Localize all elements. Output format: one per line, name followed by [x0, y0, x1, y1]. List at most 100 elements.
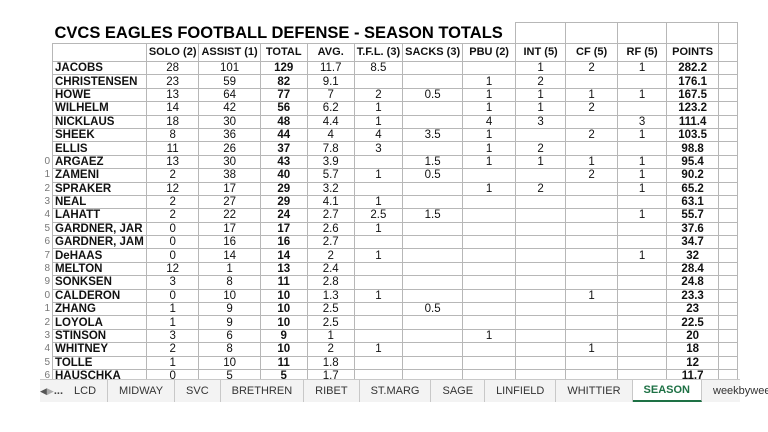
stat-cell[interactable] — [516, 356, 566, 369]
stat-cell[interactable] — [618, 75, 667, 88]
sheet-tab-season[interactable]: SEASON — [633, 380, 702, 402]
player-name-cell[interactable]: LOYOLA — [53, 316, 147, 329]
player-name-cell[interactable]: TOLLE — [53, 356, 147, 369]
stat-cell[interactable] — [463, 169, 516, 182]
stat-cell[interactable]: 4 — [354, 128, 402, 141]
stat-cell[interactable] — [403, 262, 463, 275]
player-name-cell[interactable]: CHRISTENSEN — [53, 75, 147, 88]
empty-cell[interactable] — [719, 75, 738, 88]
stat-cell[interactable]: 3.2 — [307, 182, 354, 195]
stat-cell[interactable] — [566, 209, 618, 222]
stat-cell[interactable] — [354, 182, 402, 195]
stat-cell[interactable] — [516, 236, 566, 249]
stat-cell[interactable]: 59 — [199, 75, 260, 88]
stat-cell[interactable]: 129 — [260, 62, 307, 75]
points-cell[interactable]: 282.2 — [667, 62, 719, 75]
stat-cell[interactable] — [516, 329, 566, 342]
stat-cell[interactable]: 3 — [354, 142, 402, 155]
player-name-cell[interactable]: NEAL — [53, 195, 147, 208]
points-cell[interactable]: 95.4 — [667, 155, 719, 168]
stat-cell[interactable]: 14 — [146, 102, 199, 115]
stat-cell[interactable]: 1 — [307, 329, 354, 342]
stat-cell[interactable]: 29 — [260, 195, 307, 208]
stat-cell[interactable]: 17 — [260, 222, 307, 235]
stat-cell[interactable]: 40 — [260, 169, 307, 182]
empty-cell[interactable] — [719, 209, 738, 222]
stat-cell[interactable]: 2 — [146, 343, 199, 356]
stat-cell[interactable] — [566, 262, 618, 275]
stat-cell[interactable] — [566, 142, 618, 155]
stat-cell[interactable]: 1 — [566, 155, 618, 168]
stat-cell[interactable] — [618, 303, 667, 316]
stat-cell[interactable]: 1 — [566, 88, 618, 101]
points-cell[interactable]: 18 — [667, 343, 719, 356]
stat-cell[interactable]: 2 — [566, 128, 618, 141]
stat-cell[interactable]: 1 — [146, 303, 199, 316]
player-name-cell[interactable]: SHEEK — [53, 128, 147, 141]
stat-cell[interactable] — [403, 289, 463, 302]
stat-cell[interactable] — [354, 75, 402, 88]
empty-cell[interactable] — [719, 262, 738, 275]
stat-cell[interactable]: 36 — [199, 128, 260, 141]
stat-cell[interactable]: 27 — [199, 195, 260, 208]
stat-cell[interactable]: 1 — [463, 329, 516, 342]
player-name-cell[interactable]: ZAMENI — [53, 169, 147, 182]
stat-cell[interactable]: 26 — [199, 142, 260, 155]
stat-cell[interactable] — [403, 195, 463, 208]
stat-cell[interactable]: 0.5 — [403, 169, 463, 182]
sheet-tab-brethren[interactable]: BRETHREN — [221, 380, 305, 402]
stat-cell[interactable]: 1 — [354, 222, 402, 235]
stat-cell[interactable] — [354, 236, 402, 249]
stat-cell[interactable]: 64 — [199, 88, 260, 101]
stat-cell[interactable]: 13 — [260, 262, 307, 275]
points-cell[interactable]: 37.6 — [667, 222, 719, 235]
stat-cell[interactable]: 4 — [463, 115, 516, 128]
sheet-tab-linfield[interactable]: LINFIELD — [485, 380, 556, 402]
stat-cell[interactable] — [516, 303, 566, 316]
stat-cell[interactable]: 11.7 — [307, 62, 354, 75]
stat-cell[interactable] — [403, 343, 463, 356]
stat-cell[interactable]: 1 — [354, 102, 402, 115]
stat-cell[interactable] — [566, 276, 618, 289]
stat-cell[interactable]: 1 — [463, 88, 516, 101]
stat-cell[interactable]: 44 — [260, 128, 307, 141]
stat-cell[interactable]: 1 — [463, 75, 516, 88]
scroll-right-icon[interactable]: ▶ — [47, 380, 54, 402]
stat-cell[interactable]: 1 — [354, 115, 402, 128]
stat-cell[interactable] — [618, 316, 667, 329]
stat-cell[interactable]: 7 — [307, 88, 354, 101]
stat-cell[interactable]: 23 — [146, 75, 199, 88]
stat-cell[interactable]: 1 — [516, 88, 566, 101]
stat-cell[interactable]: 11 — [146, 142, 199, 155]
header-cell[interactable]: AVG. — [307, 44, 354, 62]
stat-cell[interactable] — [403, 115, 463, 128]
stat-cell[interactable]: 1 — [618, 88, 667, 101]
stat-cell[interactable]: 10 — [199, 289, 260, 302]
stat-cell[interactable]: 2.6 — [307, 222, 354, 235]
empty-cell[interactable] — [719, 303, 738, 316]
stat-cell[interactable]: 1 — [354, 249, 402, 262]
stat-cell[interactable]: 1 — [146, 316, 199, 329]
stat-cell[interactable]: 1 — [463, 155, 516, 168]
stat-cell[interactable] — [463, 236, 516, 249]
stat-cell[interactable]: 2 — [566, 169, 618, 182]
points-cell[interactable]: 176.1 — [667, 75, 719, 88]
empty-cell[interactable] — [719, 155, 738, 168]
stat-cell[interactable]: 4.1 — [307, 195, 354, 208]
empty-cell[interactable] — [719, 115, 738, 128]
stat-cell[interactable] — [516, 343, 566, 356]
header-cell[interactable]: T.F.L. (3) — [354, 44, 402, 62]
stat-cell[interactable]: 3 — [516, 115, 566, 128]
stat-cell[interactable] — [618, 222, 667, 235]
stat-cell[interactable]: 1 — [566, 343, 618, 356]
empty-cell[interactable] — [719, 195, 738, 208]
stat-cell[interactable] — [618, 356, 667, 369]
stat-cell[interactable]: 30 — [199, 155, 260, 168]
sheet-tab-lcd[interactable]: LCD — [63, 380, 108, 402]
stat-cell[interactable]: 3.9 — [307, 155, 354, 168]
player-name-cell[interactable]: ZHANG — [53, 303, 147, 316]
player-name-cell[interactable]: ELLIS — [53, 142, 147, 155]
stat-cell[interactable] — [618, 343, 667, 356]
stat-cell[interactable]: 12 — [146, 262, 199, 275]
header-cell[interactable]: INT (5) — [516, 44, 566, 62]
